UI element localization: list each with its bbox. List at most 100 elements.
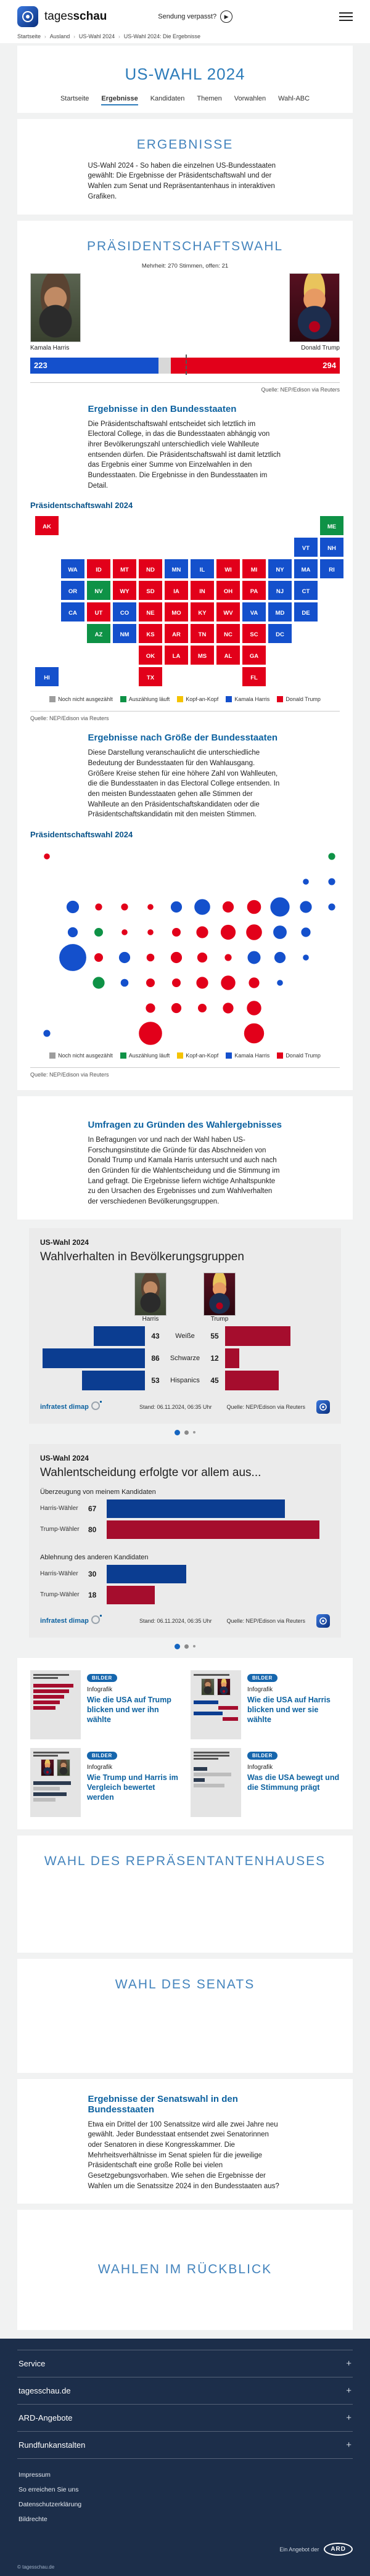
- tab-wahl-abc[interactable]: Wahl-ABC: [278, 94, 310, 102]
- state-bubble-SD[interactable]: [147, 929, 154, 936]
- carousel-dot[interactable]: [193, 1431, 195, 1434]
- teaser-vergleich-infografik[interactable]: BILDER Infografik Wie Trump und Harris i…: [30, 1747, 179, 1817]
- ard-logo[interactable]: ARD: [324, 2543, 353, 2556]
- state-bubble-NV[interactable]: [94, 927, 104, 937]
- state-tile-ID[interactable]: [87, 559, 110, 579]
- breadcrumb-item[interactable]: US-Wahl 2024: [78, 33, 115, 39]
- state-bubble-VT[interactable]: [302, 878, 310, 885]
- state-bubble-VA[interactable]: [247, 950, 261, 965]
- state-tile-MT[interactable]: [113, 559, 136, 579]
- state-bubble-PA[interactable]: [245, 924, 263, 941]
- electoral-tile-map[interactable]: AK ME VT NH WA ID MT ND MN IL WI MI NY MA RI OR NV WY SD IA…: [30, 514, 351, 690]
- state-bubble-LA[interactable]: [170, 1002, 183, 1014]
- sendung-verpasst-link[interactable]: Sendung verpasst? ▶: [158, 10, 233, 23]
- state-bubble-WV[interactable]: [224, 953, 232, 962]
- state-bubble-MS[interactable]: [197, 1003, 207, 1013]
- state-tile-DE[interactable]: [294, 602, 318, 622]
- footer-link-bildrechte[interactable]: Bildrechte: [18, 2516, 47, 2524]
- state-tile-SC[interactable]: [242, 624, 266, 644]
- carousel-dot-active[interactable]: [175, 1429, 180, 1435]
- state-tile-IA[interactable]: [165, 581, 188, 601]
- state-bubble-MT[interactable]: [120, 903, 129, 911]
- state-tile-WI[interactable]: [216, 559, 240, 579]
- state-tile-TX[interactable]: [139, 667, 162, 687]
- state-tile-TN[interactable]: [191, 624, 214, 644]
- state-tile-VT[interactable]: [294, 538, 318, 557]
- state-tile-AK[interactable]: [35, 516, 59, 536]
- state-bubble-ID[interactable]: [94, 903, 103, 911]
- state-bubble-HI[interactable]: [43, 1029, 51, 1038]
- state-bubble-NJ[interactable]: [273, 925, 287, 940]
- state-tile-HI[interactable]: [35, 667, 59, 687]
- state-bubble-NY[interactable]: [269, 896, 290, 917]
- state-tile-WY[interactable]: [113, 581, 136, 601]
- state-tile-RI[interactable]: [320, 559, 343, 579]
- state-tile-WA[interactable]: [61, 559, 84, 579]
- footer-link-impressum[interactable]: Impressum: [18, 2471, 51, 2479]
- teaser-title[interactable]: Wie die USA auf Harris blicken und wer s…: [247, 1695, 331, 1725]
- carousel-dot[interactable]: [193, 1645, 195, 1648]
- state-bubble-UT[interactable]: [94, 952, 104, 962]
- breadcrumb-item[interactable]: Ausland: [49, 33, 70, 39]
- tab-vorwahlen[interactable]: Vorwahlen: [234, 94, 266, 102]
- state-bubble-OK[interactable]: [145, 1003, 156, 1014]
- state-bubble-SC[interactable]: [248, 977, 260, 989]
- state-bubble-OH[interactable]: [220, 924, 237, 941]
- state-tile-AL[interactable]: [216, 646, 240, 665]
- state-tile-GA[interactable]: [242, 646, 266, 665]
- state-bubble-MO[interactable]: [170, 951, 183, 964]
- state-tile-WV[interactable]: [216, 602, 240, 622]
- state-tile-KY[interactable]: [191, 602, 214, 622]
- electoral-bubble-map[interactable]: [30, 843, 351, 1046]
- state-tile-ME[interactable]: [320, 516, 343, 536]
- state-tile-CO[interactable]: [113, 602, 136, 622]
- teaser-trump-infografik[interactable]: BILDER Infografik Wie die USA auf Trump …: [30, 1670, 179, 1739]
- state-tile-FL[interactable]: [242, 667, 266, 687]
- state-bubble-GA[interactable]: [246, 1000, 262, 1016]
- state-tile-PA[interactable]: [242, 581, 266, 601]
- state-tile-IN[interactable]: [191, 581, 214, 601]
- state-bubble-CT[interactable]: [300, 927, 311, 938]
- state-bubble-AZ[interactable]: [92, 976, 105, 990]
- state-bubble-DE[interactable]: [302, 954, 310, 961]
- carousel-dot-active[interactable]: [175, 1643, 180, 1649]
- state-bubble-FL[interactable]: [243, 1022, 265, 1044]
- play-icon[interactable]: ▶: [220, 10, 233, 23]
- state-bubble-TN[interactable]: [195, 976, 209, 990]
- state-tile-KS[interactable]: [139, 624, 162, 644]
- state-bubble-NC[interactable]: [220, 975, 236, 991]
- state-bubble-WA[interactable]: [65, 900, 80, 914]
- carousel-dot[interactable]: [184, 1430, 189, 1435]
- state-tile-AZ[interactable]: [87, 624, 110, 644]
- footer-accordion-service[interactable]: Service +: [17, 2350, 353, 2378]
- state-tile-OK[interactable]: [139, 646, 162, 665]
- state-tile-MO[interactable]: [165, 602, 188, 622]
- state-tile-NY[interactable]: [268, 559, 292, 579]
- state-bubble-MN[interactable]: [170, 900, 183, 914]
- state-tile-DC[interactable]: [268, 624, 292, 644]
- state-tile-UT[interactable]: [87, 602, 110, 622]
- state-tile-CT[interactable]: [294, 581, 318, 601]
- carousel-dot[interactable]: [184, 1644, 189, 1649]
- state-tile-MI[interactable]: [242, 559, 266, 579]
- state-bubble-NE[interactable]: [146, 953, 155, 962]
- state-tile-MA[interactable]: [294, 559, 318, 579]
- state-bubble-WY[interactable]: [121, 929, 128, 936]
- state-bubble-CA[interactable]: [59, 943, 87, 972]
- state-bubble-MD[interactable]: [273, 951, 287, 964]
- state-bubble-AL[interactable]: [222, 1002, 234, 1014]
- state-tile-IL[interactable]: [191, 559, 214, 579]
- state-bubble-CO[interactable]: [118, 951, 131, 964]
- state-bubble-AR[interactable]: [171, 977, 181, 988]
- state-bubble-IN[interactable]: [195, 925, 209, 939]
- state-bubble-MA[interactable]: [299, 900, 313, 914]
- footer-accordion-ard-angebote[interactable]: ARD-Angebote +: [17, 2405, 353, 2432]
- state-tile-OR[interactable]: [61, 581, 84, 601]
- footer-link-datenschutz[interactable]: Datenschutzerklärung: [18, 2501, 82, 2509]
- state-tile-ND[interactable]: [139, 559, 162, 579]
- tab-startseite[interactable]: Startseite: [60, 94, 89, 102]
- footer-link-kontakt[interactable]: So erreichen Sie uns: [18, 2486, 79, 2494]
- teaser-harris-infografik[interactable]: BILDER Infografik Wie die USA auf Harris…: [191, 1670, 340, 1739]
- menu-icon[interactable]: [339, 12, 353, 21]
- state-tile-AR[interactable]: [165, 624, 188, 644]
